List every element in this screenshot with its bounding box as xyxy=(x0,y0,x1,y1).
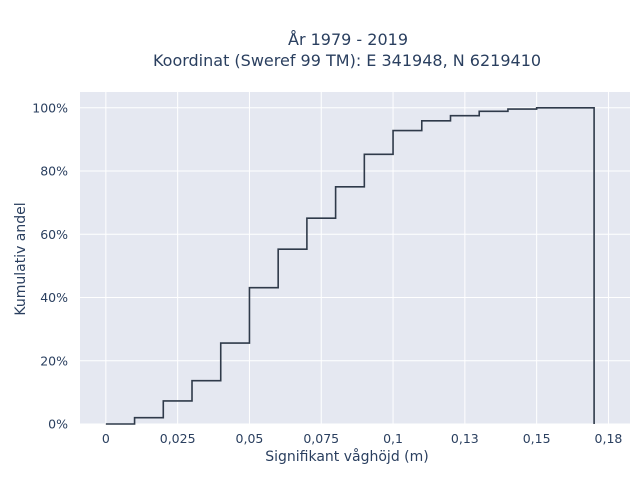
x-tick-labels: 0 0,025 0,05 0,075 0,1 0,13 0,15 0,18 xyxy=(102,431,623,446)
y-tick-label: 100% xyxy=(32,100,68,115)
y-tick-label: 0% xyxy=(48,417,68,432)
x-tick-label: 0,1 xyxy=(383,431,403,446)
x-tick-label: 0,025 xyxy=(160,431,196,446)
plot-area xyxy=(80,92,630,424)
x-tick-label: 0,15 xyxy=(523,431,551,446)
y-tick-label: 80% xyxy=(40,164,68,179)
x-tick-label: 0,05 xyxy=(236,431,264,446)
y-axis-title: Kumulativ andel xyxy=(13,202,29,315)
y-tick-labels: 0% 20% 40% 60% 80% 100% xyxy=(32,100,68,431)
grid xyxy=(80,92,630,425)
x-tick-label: 0 xyxy=(102,431,110,446)
x-tick-label: 0,075 xyxy=(303,431,339,446)
y-tick-label: 60% xyxy=(40,227,68,242)
x-axis-title: Signifikant våghöjd (m) xyxy=(265,448,428,465)
cumulative-step-line xyxy=(105,107,595,425)
chart-title-line-1: År 1979 - 2019 xyxy=(288,30,408,49)
y-tick-label: 20% xyxy=(40,353,68,368)
y-tick-label: 40% xyxy=(40,290,68,305)
x-tick-label: 0,13 xyxy=(451,431,479,446)
chart-title-line-2: Koordinat (Sweref 99 TM): E 341948, N 62… xyxy=(153,51,541,70)
x-tick-label: 0,18 xyxy=(595,431,623,446)
series-layer xyxy=(105,107,595,425)
